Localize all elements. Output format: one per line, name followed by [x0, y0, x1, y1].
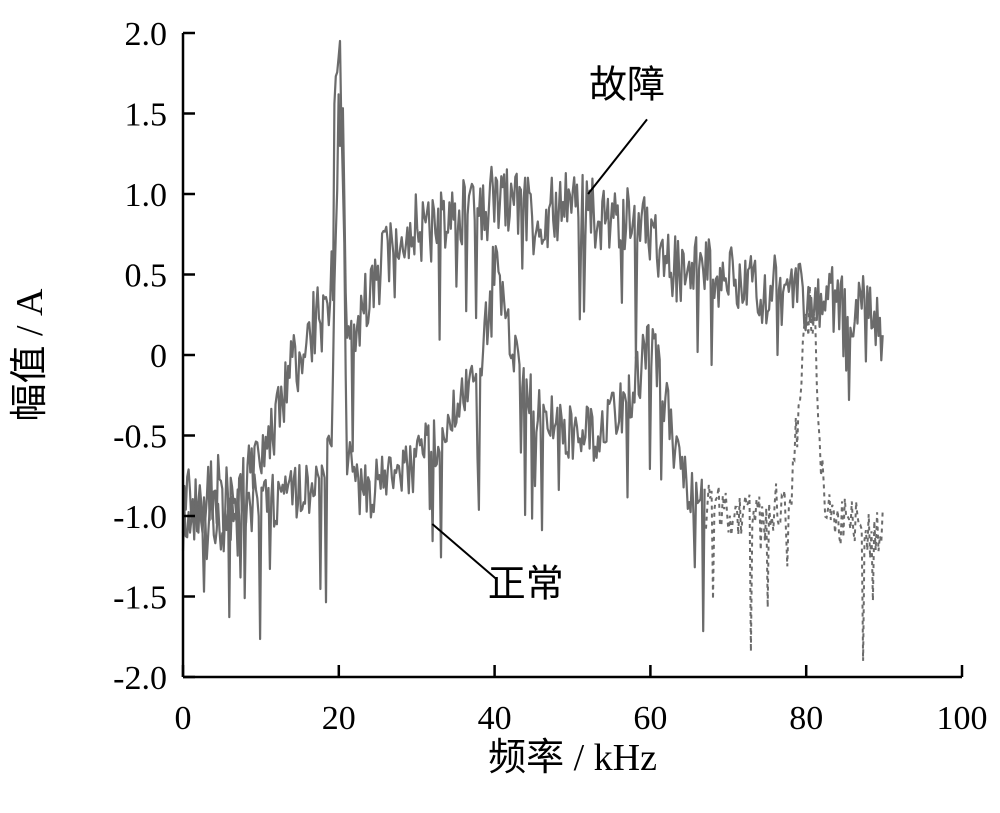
y-tick-label: -0.5: [113, 419, 167, 456]
y-tick-label: -1.0: [113, 499, 167, 536]
x-axis-title: 频率 / kHz: [488, 737, 657, 779]
x-tick-label: 100: [937, 700, 988, 737]
annotation-label: 故障: [589, 64, 665, 106]
y-axis-title: 幅值 / A: [9, 288, 51, 422]
y-tick-label: 0: [150, 338, 167, 375]
y-tick-label: 0.5: [125, 258, 168, 295]
x-tick-label: 20: [322, 700, 356, 737]
ticks: 0 20 40 60 80 100 2.0 1.5 1.0 0.5 0 -0.5 -1.0 -1.5 -2.…: [113, 16, 987, 737]
series-line-dashed: [705, 286, 884, 661]
y-tick-label: -1.5: [113, 580, 167, 617]
y-tick-label: 1.5: [125, 97, 168, 134]
y-tick-label: 1.0: [125, 177, 168, 214]
x-tick-label: 40: [478, 700, 512, 737]
series-layer: [181, 39, 884, 661]
series-normal: [181, 93, 884, 661]
series-fault: [181, 39, 884, 619]
annotation-leader: [431, 523, 497, 580]
annotation-leader: [587, 118, 648, 195]
y-tick-label: 2.0: [125, 16, 168, 53]
x-tick-label: 0: [175, 700, 192, 737]
series-line: [181, 93, 706, 641]
y-tick-label: -2.0: [113, 660, 167, 697]
x-tick-label: 60: [633, 700, 667, 737]
x-tick-label: 80: [789, 700, 823, 737]
annotation-label: 正常: [488, 564, 564, 606]
series-line: [181, 39, 884, 619]
